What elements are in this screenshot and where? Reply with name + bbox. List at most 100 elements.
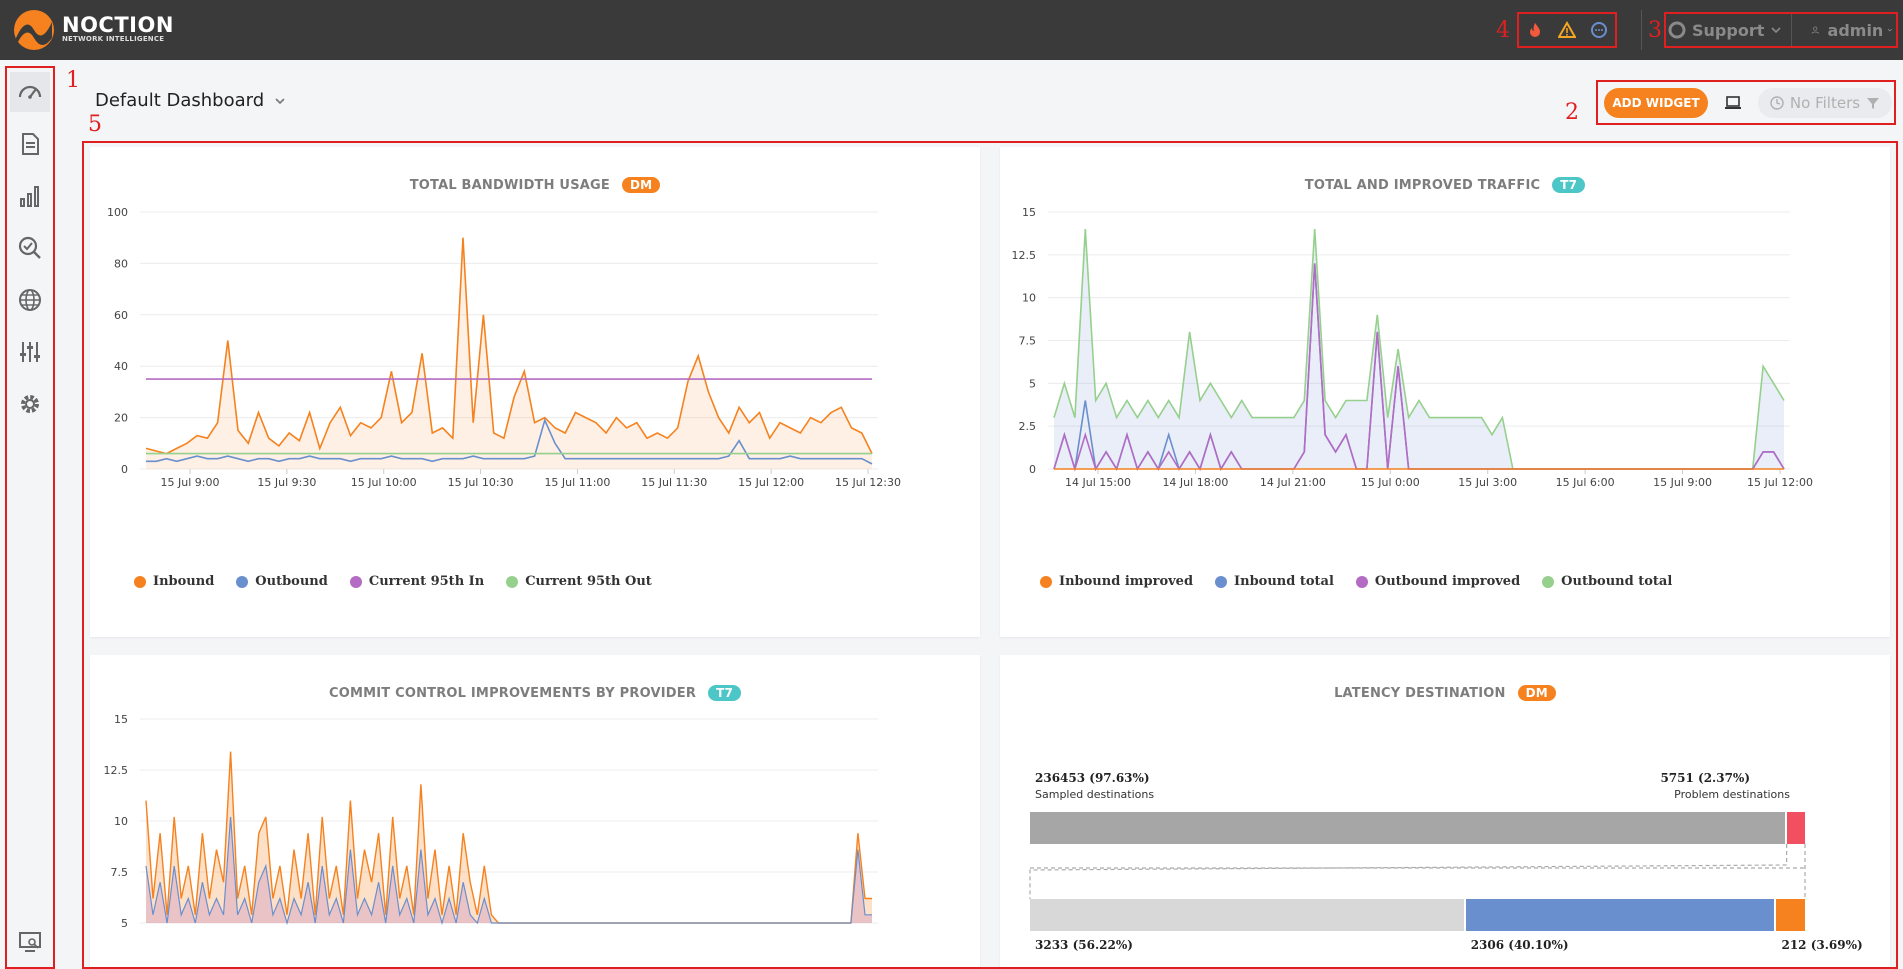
bandwidth-chart[interactable]: 100 80 60 40 20 0 15 Jul 9:00 15 Jul 9:30 15 Jul… — [90, 147, 980, 567]
y-tick-label: 2.5 — [1019, 420, 1037, 433]
sidebar-item-troubleshooting[interactable] — [10, 228, 50, 268]
traffic-chart[interactable]: 15 12.5 10 7.5 5 2.5 0 14 Jul 15:00 14 Jul 18:00… — [1000, 147, 1890, 567]
traffic-legend: Inbound improved Inbound total Outbound … — [1040, 574, 1672, 589]
chevron-down-icon — [1771, 27, 1781, 34]
legend-item[interactable]: Outbound total — [1542, 574, 1672, 589]
legend-item[interactable]: Current 95th Out — [506, 574, 652, 589]
y-tick-label: 20 — [114, 412, 128, 425]
connector-left — [1029, 844, 1788, 899]
tv-mode-button[interactable] — [1720, 90, 1746, 116]
chevron-down-icon — [1887, 28, 1893, 32]
brand-tagline: NETWORK INTELLIGENCE — [62, 35, 165, 43]
commit-chart[interactable]: 15 12.5 10 7.5 5 — [90, 655, 980, 967]
legend-item[interactable]: Current 95th In — [349, 574, 484, 589]
series-line-series — [145, 816, 872, 926]
legend-item[interactable]: Outbound improved — [1355, 574, 1520, 589]
problem-value: 5751 (2.37%) — [1660, 771, 1750, 785]
x-tick-label: 15 Jul 9:00 — [161, 476, 220, 489]
filters-button[interactable]: No Filters — [1758, 88, 1892, 118]
breakdown-bar-2[interactable] — [1465, 899, 1775, 931]
reports-icon — [22, 133, 39, 155]
top-bar: NOCTION NETWORK INTELLIGENCE 4 3 Support… — [0, 0, 1903, 60]
user-menu-divider — [1791, 14, 1792, 46]
y-tick-label: 7.5 — [111, 866, 129, 879]
admin-menu-button[interactable]: admin — [1811, 14, 1901, 46]
breakdown-bar-1[interactable] — [1030, 899, 1464, 931]
clock-icon — [1770, 96, 1784, 110]
y-tick-label: 5 — [1029, 377, 1036, 390]
source-badge: DM — [621, 177, 661, 193]
series-area — [146, 237, 872, 469]
breakdown-value-1: 3233 (56.22%) — [1035, 938, 1133, 952]
dashboard-title: Default Dashboard — [95, 90, 265, 111]
dashboard-selector[interactable]: Default Dashboard — [95, 90, 286, 111]
sidebar-item-dashboard[interactable] — [10, 72, 50, 112]
breakdown-value-3: 212 (3.69%) — [1781, 938, 1863, 952]
check-search-icon — [18, 236, 41, 259]
source-badge: T7 — [708, 685, 741, 701]
x-tick-label: 15 Jul 12:00 — [1747, 476, 1813, 489]
lifebuoy-icon — [1668, 21, 1686, 39]
y-tick-label: 0 — [121, 463, 128, 476]
x-tick-label: 15 Jul 0:00 — [1361, 476, 1420, 489]
series-line-outbound — [146, 417, 873, 465]
x-tick-label: 15 Jul 10:30 — [448, 476, 514, 489]
header-divider — [1641, 10, 1642, 50]
dashboard-actions: ADD WIDGET No Filters — [1596, 80, 1896, 125]
source-badge: DM — [1517, 685, 1556, 701]
series-line-inbound — [145, 237, 873, 455]
y-tick-label: 40 — [114, 360, 128, 373]
legend-item[interactable]: Inbound total — [1215, 574, 1334, 589]
annotation-2: 2 — [1565, 100, 1579, 125]
brand-name: NOCTION — [62, 13, 174, 37]
annotation-1: 1 — [66, 68, 80, 93]
sidebar-item-reports[interactable] — [10, 124, 50, 164]
widget-latency-destination: LATENCY DESTINATION DM 236453 (97.63%) S… — [1000, 655, 1890, 967]
sidebar-item-monitor[interactable] — [10, 922, 50, 962]
sidebar-item-reports-charts[interactable] — [10, 176, 50, 216]
support-menu-button[interactable]: Support — [1666, 14, 1791, 46]
noction-logo-icon[interactable] — [12, 8, 56, 52]
breakdown-bar-3[interactable] — [1776, 899, 1806, 931]
y-tick-label: 15 — [1022, 206, 1036, 219]
x-tick-label: 15 Jul 10:00 — [351, 476, 417, 489]
user-menu-area: Support admin — [1664, 12, 1898, 48]
x-tick-label: 15 Jul 11:30 — [641, 476, 707, 489]
series-area — [146, 751, 872, 923]
widget-total-bandwidth: TOTAL BANDWIDTH USAGE DM 100 80 60 40 20 0 15 … — [90, 147, 980, 637]
widget-header: LATENCY DESTINATION DM — [1000, 685, 1890, 701]
widget-header: COMMIT CONTROL IMPROVEMENTS BY PROVIDER … — [90, 685, 980, 701]
support-label: Support — [1692, 20, 1765, 40]
legend-item[interactable]: Inbound improved — [1040, 574, 1193, 589]
screen-search-icon — [19, 932, 41, 952]
widget-title: TOTAL AND IMPROVED TRAFFIC — [1304, 177, 1541, 193]
source-badge: T7 — [1552, 177, 1586, 193]
problem-bar[interactable] — [1786, 812, 1805, 844]
legend-item[interactable]: Inbound — [134, 574, 214, 589]
fire-icon[interactable] — [1526, 21, 1544, 39]
widget-improved-traffic: TOTAL AND IMPROVED TRAFFIC T7 15 12.5 10 7.… — [1000, 147, 1890, 637]
warning-icon[interactable] — [1558, 21, 1576, 39]
admin-label: admin — [1827, 20, 1884, 40]
y-tick-label: 10 — [114, 815, 128, 828]
monitor-icon — [1725, 96, 1741, 109]
x-tick-label: 15 Jul 12:00 — [738, 476, 804, 489]
x-tick-label: 14 Jul 18:00 — [1162, 476, 1228, 489]
widget-title: LATENCY DESTINATION — [1334, 685, 1506, 701]
sidebar-item-configuration[interactable] — [10, 332, 50, 372]
globe-icon — [19, 289, 41, 311]
widgets-grid: TOTAL BANDWIDTH USAGE DM 100 80 60 40 20 0 15 … — [82, 141, 1898, 969]
x-tick-label: 14 Jul 21:00 — [1260, 476, 1326, 489]
sidebar-item-settings[interactable] — [10, 384, 50, 424]
x-tick-label: 15 Jul 9:30 — [257, 476, 316, 489]
sidebar-item-network[interactable] — [10, 280, 50, 320]
sliders-icon — [20, 342, 40, 362]
x-tick-label: 15 Jul 3:00 — [1458, 476, 1517, 489]
add-widget-button[interactable]: ADD WIDGET — [1604, 88, 1708, 118]
widget-header: TOTAL AND IMPROVED TRAFFIC T7 — [1000, 177, 1890, 193]
annotation-4: 4 — [1496, 18, 1510, 43]
chat-icon[interactable] — [1590, 21, 1608, 39]
sidebar — [5, 66, 55, 969]
sampled-bar[interactable] — [1030, 812, 1785, 844]
legend-item[interactable]: Outbound — [236, 574, 328, 589]
